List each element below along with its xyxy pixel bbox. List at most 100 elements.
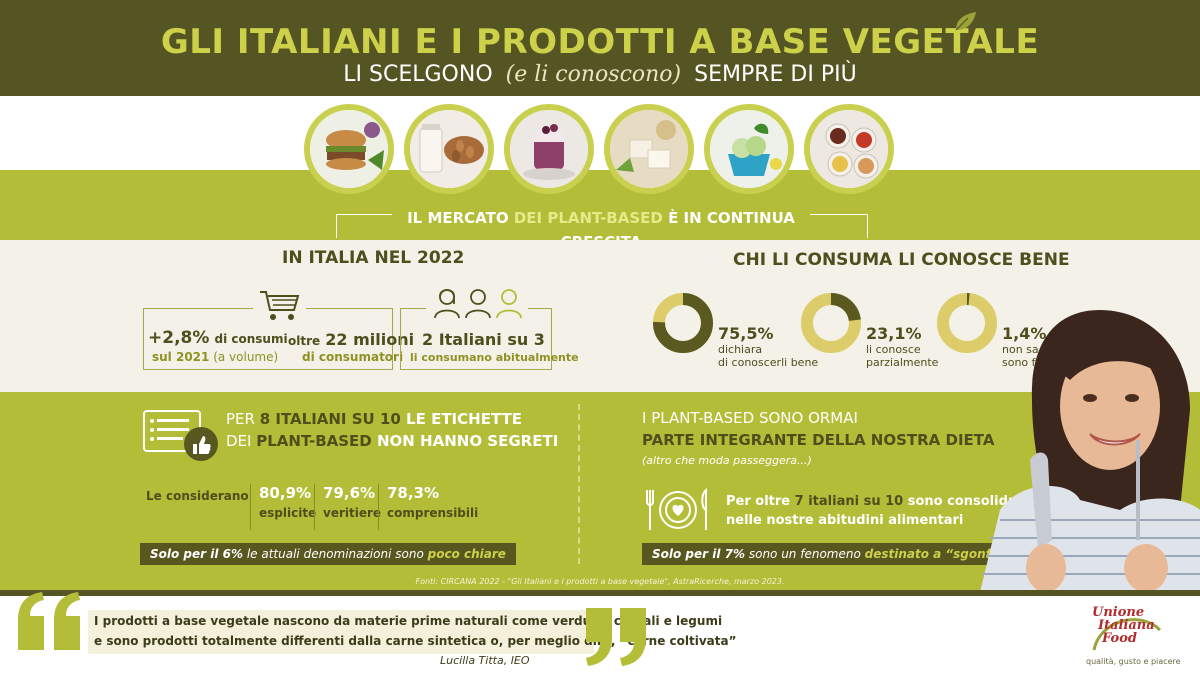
- gelato-image: [704, 104, 794, 194]
- dieta-line2: PARTE INTEGRANTE DELLA NOSTRA DIETA: [642, 431, 995, 449]
- open-quote-icon: [18, 592, 80, 650]
- consumers-stats-box: [143, 308, 393, 370]
- stat-esplicite-value: 80,9%: [259, 484, 312, 502]
- stat-comprensibili: 78,3% comprensibili: [378, 484, 478, 530]
- quote-author: Lucilla Titta, IEO: [440, 654, 530, 667]
- stat-esplicite-label: esplicite: [259, 506, 317, 520]
- quote-line2: e sono prodotti totalmente differenti da…: [94, 634, 737, 648]
- woman-photo: [980, 310, 1200, 592]
- stat-veritiere-label: veritiere: [323, 506, 382, 520]
- donut-value-arc: [937, 293, 997, 353]
- dieta-text2: nelle nostre abitudini alimentari: [726, 513, 964, 528]
- etichette-pill-b: le attuali denominazioni sono: [243, 547, 428, 561]
- donut-23-label-2: parzialmente: [866, 356, 939, 369]
- quote-line1: I prodotti a base vegetale nascono da ma…: [94, 614, 723, 628]
- close-quote-icon: [586, 608, 646, 666]
- section-divider: [578, 404, 580, 564]
- etichette-line2: DEI PLANT-BASED NON HANNO SEGRETI: [226, 432, 558, 450]
- donut-75-value: 75,5%: [718, 324, 774, 343]
- stat-veritiere-value: 79,6%: [323, 484, 376, 502]
- donut-1-value: 1,4%: [1002, 324, 1047, 343]
- logo-swirl-icon: [1092, 618, 1162, 651]
- logo-line1: Unione: [1092, 605, 1145, 620]
- logo-tagline: qualità, gusto e piacere: [1086, 657, 1181, 666]
- consumi-sub: sul 2021 (a volume): [152, 350, 278, 364]
- etichette-pill-a: Solo per il 6%: [150, 547, 244, 561]
- donut-75-label: dichiara di conoscerli bene: [718, 343, 818, 369]
- etichette-line2-c: NON HANNO SEGRETI: [371, 432, 559, 450]
- market-title-part2: DEI PLANT-BASED: [513, 209, 663, 227]
- stat-veritiere: 79,6% veritiere: [314, 484, 381, 530]
- food-images-row: [0, 104, 1200, 194]
- market-title-part1: IL MERCATO: [407, 209, 514, 227]
- conoscenza-title: CHI LI CONSUMA LI CONOSCE BENE: [733, 250, 1070, 270]
- consumers-stats-box-topline-right: [306, 308, 393, 309]
- etichette-pill-c: poco chiare: [427, 547, 506, 561]
- logo-line3: Food: [1102, 631, 1137, 646]
- consumers-stats-box-topline-left: [143, 308, 253, 309]
- etichette-line2-b: PLANT-BASED: [256, 432, 372, 450]
- consumi-sub-volume: (a volume): [213, 350, 279, 364]
- brand-logo[interactable]: Unione Italiana Food: [1092, 606, 1162, 645]
- dieta-line3: (altro che moda passeggera...): [642, 454, 812, 467]
- italiani-stats-box: [400, 308, 552, 370]
- stat-esplicite: 80,9% esplicite: [250, 484, 316, 530]
- consumi-stat: +2,8% di consumi: [148, 328, 288, 348]
- donut-23-label: li conosce parzialmente: [866, 343, 938, 369]
- sources-note: Fonti: CIRCANA 2022 - "Gli Italiani e i …: [415, 577, 785, 586]
- milioni-stat: oltre 22 milioni: [288, 330, 414, 349]
- donut-75-label-2: di conoscerli bene: [718, 356, 819, 369]
- italiani-stats-box-topline-left: [400, 308, 426, 309]
- dieta-pill-b: sono un fenomeno: [745, 547, 865, 561]
- yogurt-image: [504, 104, 594, 194]
- plate-heart-icon: [646, 488, 707, 530]
- page-title: GLI ITALIANI E I PRODOTTI A BASE VEGETAL…: [160, 22, 1040, 62]
- donut-23-value: 23,1%: [866, 324, 922, 343]
- donut-value-arc: [801, 293, 861, 353]
- header-band: [0, 0, 1200, 96]
- dieta-pill-a: Solo per il 7%: [652, 547, 746, 561]
- bottom-bar: [0, 590, 1200, 596]
- dieta-pill: Solo per il 7% sono un fenomeno destinat…: [642, 543, 1039, 565]
- consumi-label: di consumi: [214, 332, 288, 346]
- leaf-icon: [955, 12, 976, 31]
- dieta-text1-a: Per oltre: [726, 494, 795, 509]
- dieta-text1-b: 7 italiani su 10: [794, 494, 904, 509]
- dieta-pill-c: destinato a “sgonfiarsi”: [864, 547, 1029, 561]
- subtitle-right: SEMPRE DI PIÙ: [694, 62, 857, 87]
- stat-comprensibili-label: comprensibili: [387, 506, 479, 520]
- people-icon: [434, 289, 522, 319]
- italiani-sub: li consumano abitualmente: [410, 351, 579, 364]
- milioni-sub: di consumatori: [302, 350, 404, 364]
- milioni-value: 22 milioni: [325, 330, 415, 349]
- consumi-sub-year: sul 2021: [152, 350, 210, 364]
- italia-title: IN ITALIA NEL 2022: [282, 248, 465, 268]
- subtitle-script: (e li conoscono): [505, 62, 682, 87]
- subtitle-left: LI SCELGONO: [343, 62, 493, 87]
- dieta-text1: Per oltre 7 italiani su 10 sono consolid…: [726, 494, 1027, 509]
- donut-23-label-1: li conosce: [866, 343, 921, 356]
- oltre-label: oltre: [288, 334, 321, 348]
- label-thumbs-up-icon: [143, 410, 218, 461]
- stat-comprensibili-value: 78,3%: [387, 484, 440, 502]
- italiani-value: 2 Italiani su 3: [422, 330, 545, 349]
- dieta-text1-c: sono consolidati: [903, 494, 1028, 509]
- donut-chart-23: [801, 293, 861, 353]
- page-subtitle: LI SCELGONO (e li conoscono) SEMPRE DI P…: [0, 62, 1200, 87]
- italiani-stats-box-topline-right: [528, 308, 552, 309]
- shopping-cart-icon: [260, 291, 300, 320]
- etichette-line1-c: LE ETICHETTE: [400, 410, 522, 428]
- donut-chart-1: [937, 293, 997, 353]
- etichette-line1-b: 8 ITALIANI SU 10: [259, 410, 401, 428]
- burger-image: [304, 104, 394, 194]
- white-band: [0, 96, 1200, 170]
- donut-value-arc: [653, 293, 713, 353]
- etichette-pill: Solo per il 6% le attuali denominazioni …: [140, 543, 516, 565]
- consumi-value: +2,8%: [148, 328, 210, 348]
- market-title: IL MERCATO DEI PLANT-BASED È IN CONTINUA…: [392, 206, 810, 251]
- etichette-line1-a: PER: [226, 410, 260, 428]
- quote-box: [88, 610, 594, 654]
- donut-75-label-1: dichiara: [718, 343, 763, 356]
- considerano-label: Le considerano: [146, 489, 249, 503]
- etichette-line1: PER 8 ITALIANI SU 10 LE ETICHETTE: [226, 410, 522, 428]
